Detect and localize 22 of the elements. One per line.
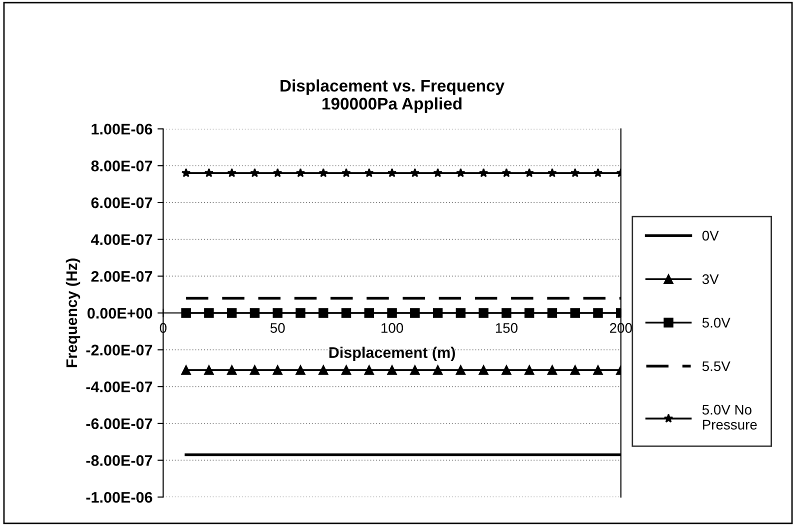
legend-label: 5.5V	[702, 361, 730, 372]
x-axis-title: Displacement (m)	[329, 346, 455, 361]
y-tick-label: -6.00E-07	[86, 418, 152, 430]
y-tick-label: -2.00E-07	[86, 344, 152, 356]
legend-label: 5.0V	[702, 318, 730, 328]
x-tick-label: 100	[382, 323, 404, 333]
y-tick-label: -1.00E-06	[86, 492, 152, 503]
y-tick-label: -4.00E-07	[86, 381, 152, 392]
x-tick-label: 150	[496, 323, 518, 333]
y-tick-label: 2.00E-07	[91, 271, 152, 282]
legend-label: 3V	[702, 274, 719, 284]
chart-title: Displacement vs. Frequency 190000Pa Applied	[280, 79, 504, 113]
x-tick-label: 50	[270, 323, 285, 333]
y-axis-title: Frequency (Hz)	[66, 258, 80, 368]
y-tick-label: 1.00E-06	[92, 124, 152, 135]
y-tick-label: 6.00E-07	[91, 197, 152, 208]
y-tick-label: -8.00E-07	[86, 455, 152, 466]
legend-label: 0V	[702, 230, 719, 241]
y-tick-label: 0.00E+00	[88, 308, 152, 319]
legend-label: 5.0V No Pressure	[702, 404, 757, 430]
y-tick-label: 4.00E-07	[90, 234, 152, 246]
y-tick-label: 8.00E-07	[91, 160, 152, 172]
